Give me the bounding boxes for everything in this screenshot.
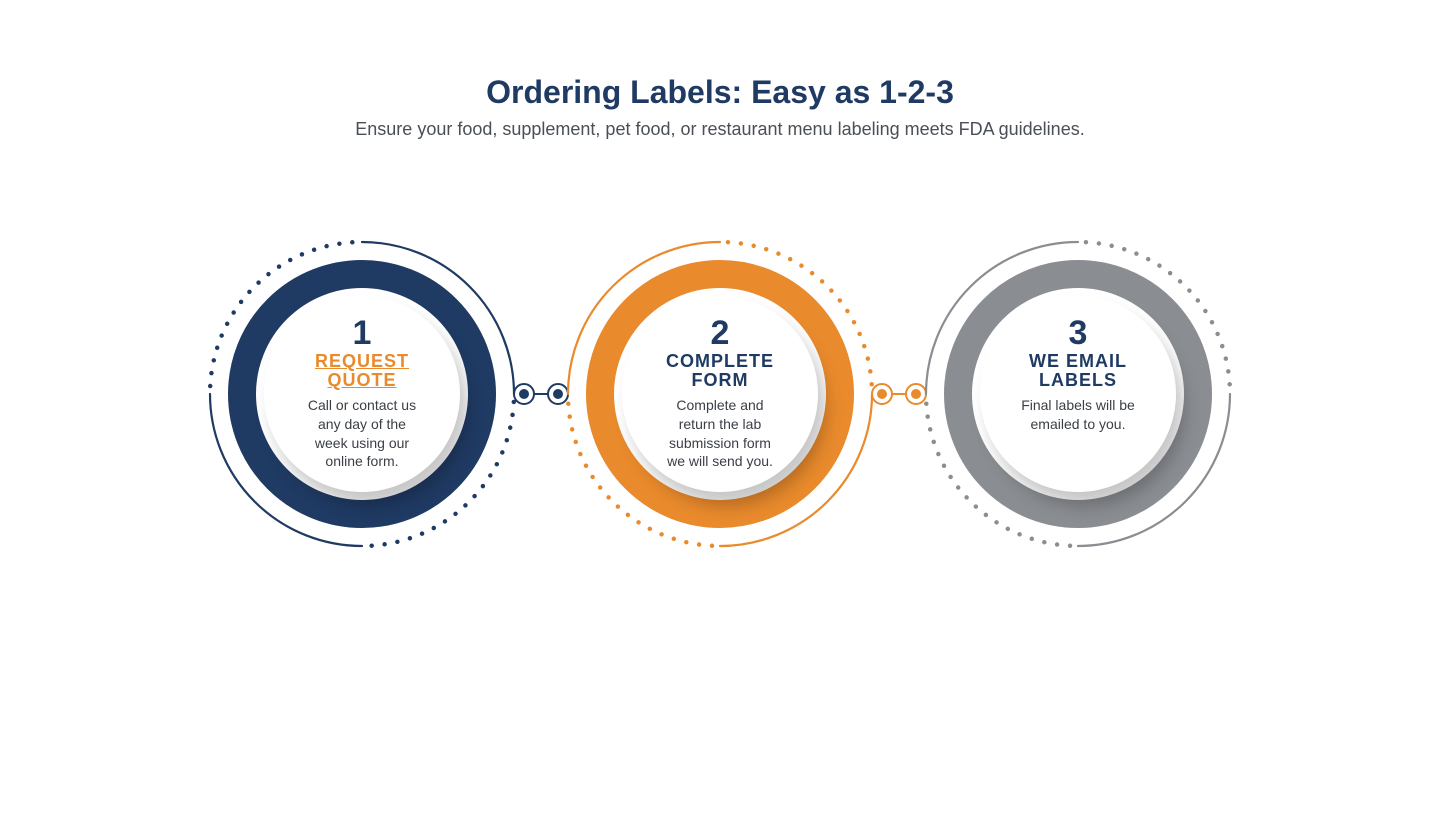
step-label: WE EMAIL LABELS: [1029, 352, 1127, 390]
steps-container: 1 REQUEST QUOTE Call or contact us any d…: [0, 224, 1440, 584]
label-line-2: LABELS: [1039, 370, 1117, 390]
label-line-1: WE EMAIL: [1029, 351, 1127, 371]
step-content: 2 COMPLETE FORM Complete and return the …: [632, 302, 808, 486]
step-number: 3: [1069, 316, 1088, 350]
step-3: 3 WE EMAIL LABELS Final labels will be e…: [928, 244, 1228, 544]
step-body: Complete and return the lab submission f…: [667, 396, 773, 472]
label-line-2: QUOTE: [327, 370, 396, 390]
body-line: we will send you.: [667, 453, 773, 469]
label-line-1: REQUEST: [315, 351, 409, 371]
body-line: online form.: [325, 453, 398, 469]
body-line: Complete and: [676, 397, 763, 413]
body-line: emailed to you.: [1031, 416, 1126, 432]
step-number: 2: [711, 316, 730, 350]
body-line: any day of the: [318, 416, 406, 432]
page-subtitle: Ensure your food, supplement, pet food, …: [0, 119, 1440, 140]
step-1: 1 REQUEST QUOTE Call or contact us any d…: [212, 244, 512, 544]
step-content: 1 REQUEST QUOTE Call or contact us any d…: [274, 302, 450, 486]
body-line: Final labels will be: [1021, 397, 1135, 413]
header: Ordering Labels: Easy as 1-2-3 Ensure yo…: [0, 0, 1440, 140]
body-line: submission form: [669, 435, 771, 451]
body-line: week using our: [315, 435, 409, 451]
step-2: 2 COMPLETE FORM Complete and return the …: [570, 244, 870, 544]
step-label: COMPLETE FORM: [666, 352, 774, 390]
request-quote-link[interactable]: REQUEST QUOTE: [315, 352, 409, 390]
step-content: 3 WE EMAIL LABELS Final labels will be e…: [990, 302, 1166, 486]
step-number: 1: [353, 316, 372, 350]
step-body: Call or contact us any day of the week u…: [308, 396, 416, 472]
body-line: Call or contact us: [308, 397, 416, 413]
label-line-2: FORM: [691, 370, 748, 390]
step-body: Final labels will be emailed to you.: [1021, 396, 1135, 434]
page-title: Ordering Labels: Easy as 1-2-3: [0, 74, 1440, 111]
label-line-1: COMPLETE: [666, 351, 774, 371]
body-line: return the lab: [679, 416, 762, 432]
